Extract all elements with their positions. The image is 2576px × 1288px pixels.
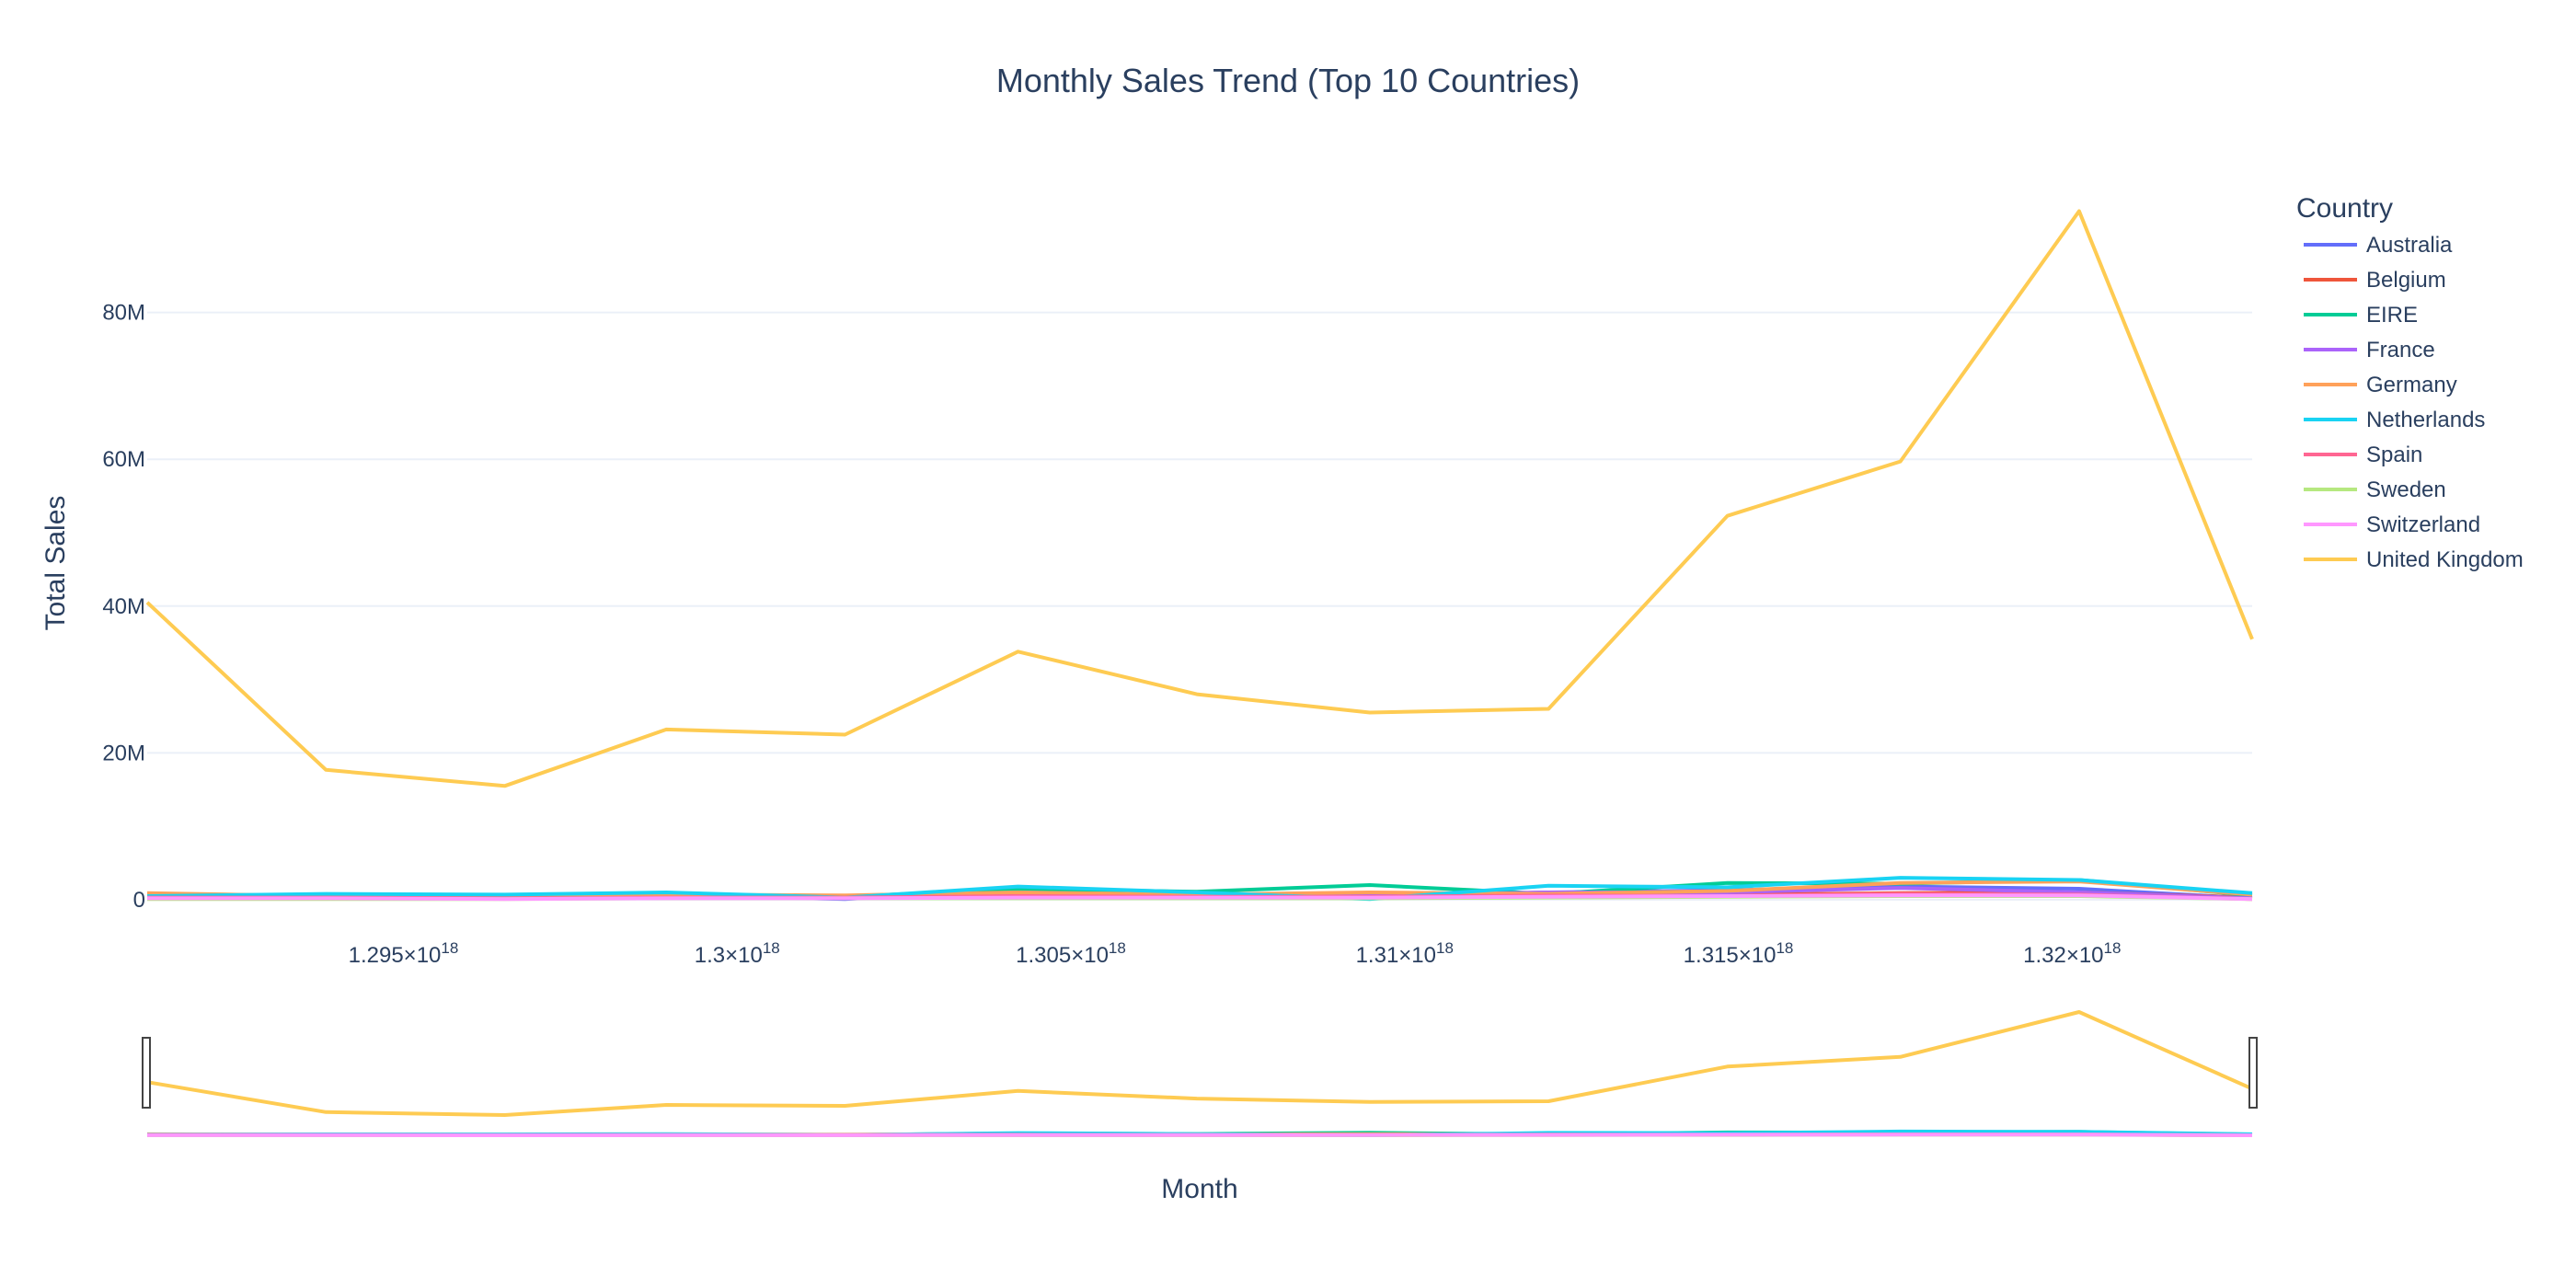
series-line bbox=[146, 876, 2253, 902]
legend-label: EIRE bbox=[2366, 303, 2418, 328]
legend-item[interactable]: Netherlands bbox=[2304, 408, 2485, 432]
x-tick-label: 1.295×1018 bbox=[349, 939, 459, 968]
legend-label: Germany bbox=[2366, 373, 2457, 397]
series-lines bbox=[145, 209, 2254, 902]
range-slider-series-line bbox=[146, 1010, 2253, 1117]
chart-title: Monthly Sales Trend (Top 10 Countries) bbox=[996, 62, 1580, 99]
x-tick-label: 1.305×1018 bbox=[1016, 939, 1126, 968]
legend-item[interactable]: Switzerland bbox=[2304, 512, 2480, 537]
legend-items: Australia Belgium EIRE France Germany Netherl… bbox=[2304, 233, 2524, 572]
y-tick-label: 80M bbox=[102, 301, 145, 326]
range-slider-lines bbox=[146, 1010, 2253, 1137]
legend-item[interactable]: Sweden bbox=[2304, 477, 2446, 502]
series-line bbox=[147, 893, 2253, 902]
legend-label: Switzerland bbox=[2366, 512, 2480, 537]
range-slider-right-handle[interactable] bbox=[2248, 1037, 2258, 1109]
legend-title: Country bbox=[2296, 193, 2393, 224]
legend-label: Netherlands bbox=[2366, 408, 2485, 432]
y-tick-label: 40M bbox=[102, 594, 145, 619]
y-tick-labels: 0 20M 40M 60M 80M bbox=[102, 301, 145, 913]
legend-label: Spain bbox=[2366, 443, 2422, 467]
legend-item[interactable]: Germany bbox=[2304, 373, 2457, 397]
x-tick-labels: 1.295×1018 1.3×1018 1.305×1018 1.31×1018 1.3… bbox=[349, 939, 2122, 968]
legend-item[interactable]: Belgium bbox=[2304, 268, 2446, 293]
x-tick-label: 1.3×1018 bbox=[695, 939, 780, 968]
legend-item[interactable]: Spain bbox=[2304, 443, 2422, 467]
x-tick-label: 1.315×1018 bbox=[1684, 939, 1794, 968]
range-slider[interactable] bbox=[142, 1006, 2258, 1141]
legend-label: Sweden bbox=[2366, 477, 2446, 502]
legend-label: Australia bbox=[2366, 233, 2453, 258]
y-tick-label: 0 bbox=[133, 888, 145, 913]
x-tick-label: 1.32×1018 bbox=[2023, 939, 2121, 968]
range-slider-background bbox=[147, 1006, 2252, 1141]
x-axis-title: Month bbox=[1161, 1174, 1237, 1204]
legend-item[interactable]: Australia bbox=[2304, 233, 2453, 258]
y-tick-label: 20M bbox=[102, 741, 145, 765]
legend-label: Belgium bbox=[2366, 268, 2446, 293]
legend-item[interactable]: EIRE bbox=[2304, 303, 2418, 328]
y-axis-title: Total Sales bbox=[40, 496, 71, 631]
legend: Country Australia Belgium EIRE France German… bbox=[2296, 193, 2524, 572]
series-line bbox=[145, 209, 2254, 788]
range-slider-series-line bbox=[147, 1133, 2253, 1137]
legend-item[interactable]: France bbox=[2304, 338, 2435, 362]
legend-label: France bbox=[2366, 338, 2435, 362]
main-plot-area[interactable]: 0 20M 40M 60M 80M 1.295×1018 1.3×1018 1.305×10… bbox=[102, 209, 2254, 969]
legend-label: United Kingdom bbox=[2366, 547, 2524, 572]
y-tick-label: 60M bbox=[102, 447, 145, 472]
range-slider-left-handle[interactable] bbox=[142, 1037, 151, 1109]
x-tick-label: 1.31×1018 bbox=[1356, 939, 1454, 968]
legend-item[interactable]: United Kingdom bbox=[2304, 547, 2524, 572]
